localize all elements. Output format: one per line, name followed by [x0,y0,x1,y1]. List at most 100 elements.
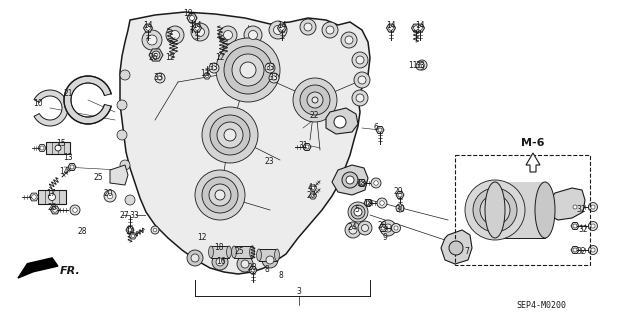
Text: 10: 10 [33,99,43,108]
Text: 13: 13 [200,70,210,78]
Circle shape [131,234,135,238]
Text: 11: 11 [408,61,418,70]
Circle shape [413,26,419,30]
Text: 21: 21 [63,88,73,98]
Circle shape [348,202,368,222]
Circle shape [195,27,205,36]
Polygon shape [571,247,579,254]
Circle shape [420,63,424,67]
Circle shape [216,258,224,266]
Circle shape [417,60,427,70]
Circle shape [70,205,80,215]
Circle shape [591,248,595,252]
Text: 33: 33 [129,211,139,219]
Circle shape [398,193,402,197]
Text: FR.: FR. [60,266,81,276]
Circle shape [307,92,323,108]
Text: 28: 28 [77,226,87,235]
Circle shape [418,26,422,30]
Circle shape [155,73,165,83]
Circle shape [266,256,274,264]
Circle shape [269,21,287,39]
Circle shape [378,128,382,132]
Circle shape [151,226,159,234]
Ellipse shape [250,246,255,258]
Bar [259,249,277,261]
Text: 32: 32 [576,205,586,214]
Text: 4: 4 [308,183,312,192]
Circle shape [311,186,315,190]
Bar [455,155,590,265]
Polygon shape [18,258,58,278]
Circle shape [418,64,422,68]
Text: 5: 5 [355,205,360,214]
Circle shape [362,225,369,232]
Circle shape [334,116,346,128]
Circle shape [449,241,463,255]
Circle shape [202,177,238,213]
Polygon shape [120,12,370,274]
Circle shape [73,208,77,212]
Text: 18: 18 [364,198,372,207]
Circle shape [269,73,279,83]
Circle shape [219,26,237,44]
Text: SEP4-M0200: SEP4-M0200 [516,300,566,309]
Text: 12: 12 [197,233,207,241]
Circle shape [157,76,163,80]
Circle shape [341,32,357,48]
Circle shape [224,129,236,141]
Circle shape [589,203,598,211]
Polygon shape [68,164,76,170]
Circle shape [480,195,510,225]
Circle shape [589,246,598,255]
Polygon shape [51,206,60,214]
Circle shape [166,26,184,44]
Polygon shape [364,200,372,206]
Circle shape [326,26,334,34]
Polygon shape [34,90,68,126]
Polygon shape [110,165,128,185]
Polygon shape [326,108,358,134]
Polygon shape [415,24,424,32]
Polygon shape [571,223,579,229]
Text: 20: 20 [103,189,113,197]
Text: 3: 3 [296,286,301,295]
Circle shape [394,226,398,230]
Polygon shape [129,233,136,239]
Circle shape [52,208,57,212]
Circle shape [195,26,199,30]
Circle shape [202,107,258,163]
Text: 28: 28 [47,203,57,211]
Circle shape [189,16,195,20]
Circle shape [591,205,595,209]
Ellipse shape [232,246,236,258]
Polygon shape [526,153,540,172]
Circle shape [322,22,338,38]
Circle shape [273,26,282,34]
Circle shape [380,220,396,236]
Text: 18: 18 [356,179,365,188]
Polygon shape [38,145,46,152]
Circle shape [345,222,361,238]
Circle shape [153,228,157,232]
Circle shape [248,31,257,40]
Circle shape [251,268,255,272]
Polygon shape [379,225,387,232]
Circle shape [293,78,337,122]
Text: 6: 6 [374,123,378,132]
Polygon shape [387,24,396,32]
Polygon shape [412,24,420,32]
Circle shape [191,23,209,41]
Polygon shape [193,24,202,32]
Text: 14: 14 [386,20,396,29]
Circle shape [40,146,44,150]
Text: 33: 33 [268,73,278,83]
Text: 16: 16 [216,257,226,266]
Polygon shape [143,24,152,32]
Text: 28: 28 [377,220,387,229]
Circle shape [300,85,330,115]
Circle shape [366,201,370,205]
Bar [211,246,229,258]
Polygon shape [303,144,311,151]
Text: 14: 14 [125,227,135,236]
